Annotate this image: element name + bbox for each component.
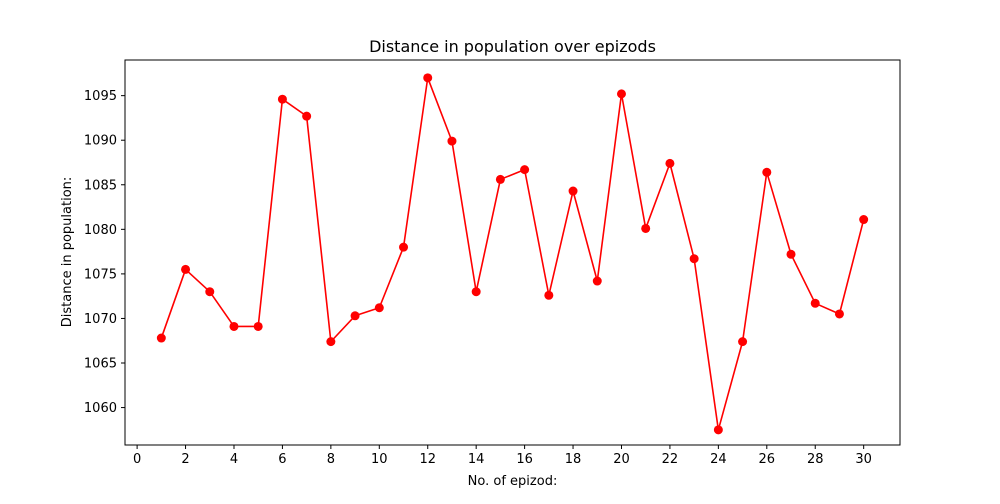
data-point (616, 89, 626, 99)
data-point (277, 94, 287, 104)
data-point (689, 254, 699, 264)
x-tick-label: 26 (759, 452, 776, 467)
data-point (447, 136, 457, 146)
data-point (495, 174, 505, 184)
x-tick-label: 28 (807, 452, 824, 467)
y-tick-label: 1085 (84, 178, 117, 193)
data-point (859, 215, 869, 225)
y-tick-label: 1070 (84, 312, 117, 327)
x-tick-label: 24 (710, 452, 727, 467)
data-point (568, 186, 578, 196)
data-point (326, 337, 336, 347)
x-tick-label: 6 (278, 452, 286, 467)
data-point (156, 333, 166, 343)
plot-frame (124, 59, 901, 446)
y-tick-label: 1060 (84, 401, 117, 416)
data-point (592, 276, 602, 286)
x-tick-label: 0 (133, 452, 141, 467)
x-tick-label: 10 (371, 452, 388, 467)
y-tick-label: 1065 (84, 357, 117, 372)
axis-ticks: 0 2 4 6 8 10 12 14 16 18 20 22 24 26 28 301060106510701… (84, 89, 872, 467)
y-tick-label: 1090 (84, 134, 117, 149)
x-tick-label: 8 (327, 452, 335, 467)
data-point (350, 311, 360, 321)
data-point (229, 321, 239, 331)
y-axis-label: Distance in population: (60, 177, 75, 328)
data-point (471, 287, 481, 297)
data-point (762, 167, 772, 177)
x-tick-label: 22 (662, 452, 679, 467)
x-tick-label: 16 (516, 452, 533, 467)
x-tick-label: 12 (419, 452, 436, 467)
data-point (374, 303, 384, 313)
data-point (205, 287, 215, 297)
chart-title: Distance in population over epizods (369, 37, 656, 56)
data-point (181, 264, 191, 274)
data-point (423, 73, 433, 83)
data-point (520, 165, 530, 175)
x-tick-label: 2 (181, 452, 189, 467)
data-point (738, 337, 748, 347)
x-tick-label: 30 (855, 452, 872, 467)
x-tick-label: 14 (468, 452, 485, 467)
series-layer (156, 73, 869, 435)
data-point (544, 290, 554, 300)
data-point (253, 321, 263, 331)
x-axis-label: No. of epizod: (468, 474, 558, 489)
x-tick-label: 4 (230, 452, 238, 467)
data-point (786, 249, 796, 259)
data-point (641, 223, 651, 233)
y-tick-label: 1075 (84, 267, 117, 282)
y-tick-label: 1095 (84, 89, 117, 104)
data-point (665, 158, 675, 168)
series-line (160, 77, 865, 431)
data-point (834, 309, 844, 319)
data-point (399, 242, 409, 252)
data-point (810, 298, 820, 308)
y-tick-label: 1080 (84, 223, 117, 238)
x-tick-label: 18 (565, 452, 582, 467)
data-point (302, 111, 312, 121)
data-point (713, 425, 723, 435)
x-tick-label: 20 (613, 452, 630, 467)
